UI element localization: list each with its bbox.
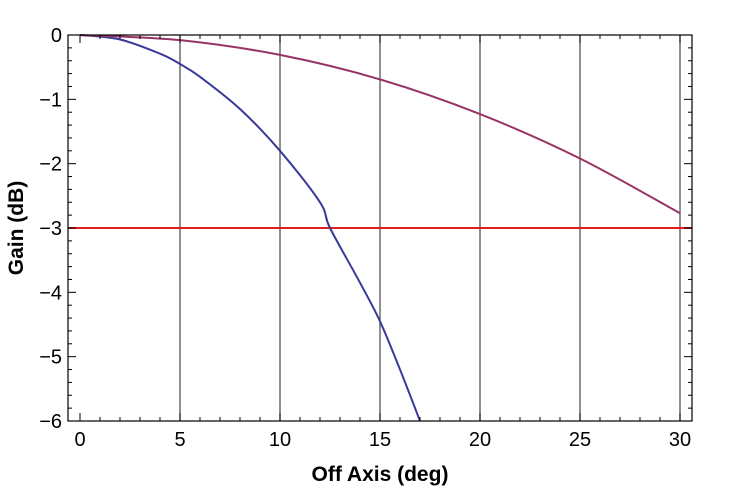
x-tick-label: 5: [174, 429, 185, 451]
y-tick-label: −6: [39, 411, 62, 433]
series-line-1: [79, 34, 421, 422]
y-tick-label: −4: [39, 282, 62, 304]
y-axis-label: Gain (dB): [5, 181, 28, 276]
y-tick-label: −3: [39, 218, 62, 240]
axis-ticks: 0 5 10 15 20 25 30 0 −1 −2 −3 −4 −5 −6: [39, 25, 692, 451]
x-tick-label: 0: [74, 429, 85, 451]
x-axis-label: Off Axis (deg): [312, 463, 449, 486]
x-tick-label: 10: [269, 429, 291, 451]
y-tick-label: 0: [51, 25, 62, 47]
x-tick-label: 15: [369, 429, 391, 451]
y-tick-label: −1: [39, 89, 62, 111]
y-tick-label: −2: [39, 154, 62, 176]
x-tick-label: 20: [469, 429, 491, 451]
x-tick-label: 30: [669, 429, 691, 451]
x-tick-label: 25: [569, 429, 591, 451]
y-tick-label: −5: [39, 347, 62, 369]
